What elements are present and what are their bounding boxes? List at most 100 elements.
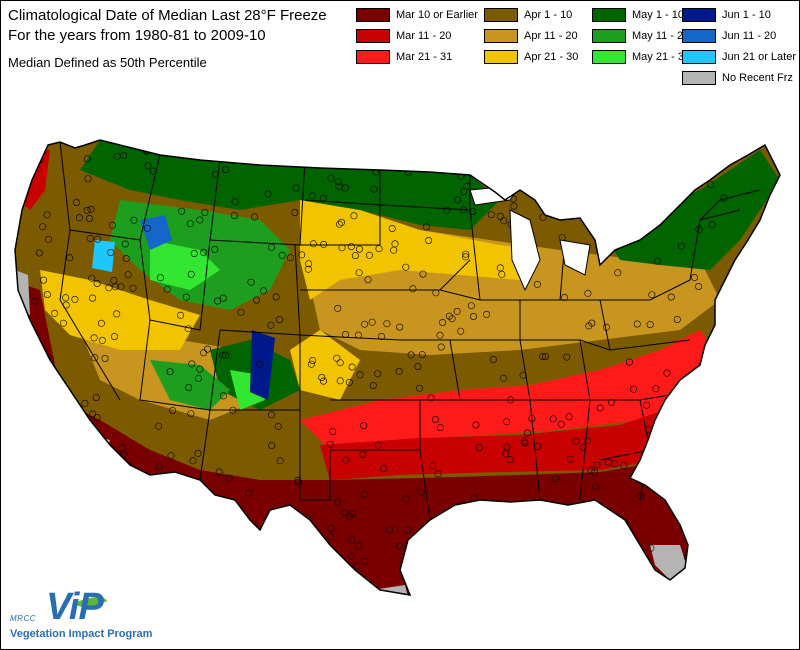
station-point	[318, 373, 326, 381]
legend-label: Jun 11 - 20	[722, 30, 777, 42]
station-point	[675, 507, 683, 515]
legend-swatch	[592, 29, 626, 43]
station-point	[305, 260, 313, 268]
station-point	[215, 468, 223, 476]
station-point	[262, 537, 270, 545]
zone-apr-21-30-plains	[300, 200, 540, 300]
legend-item: Mar 10 or Earlier	[356, 8, 478, 22]
station-point	[491, 532, 499, 540]
station-point	[167, 452, 175, 460]
station-point	[219, 392, 227, 400]
station-point	[615, 564, 623, 572]
station-point	[122, 255, 130, 263]
station-point	[86, 215, 94, 223]
station-point	[620, 461, 628, 469]
lake-michigan	[509, 209, 541, 292]
station-point	[334, 304, 342, 312]
station-point	[431, 415, 439, 423]
station-point	[378, 333, 386, 341]
station-point	[39, 276, 47, 284]
station-point	[84, 175, 92, 183]
legend-item: Apr 11 - 20	[484, 29, 578, 43]
station-point	[93, 413, 101, 421]
legend-item: Apr 1 - 10	[484, 8, 572, 22]
station-point	[304, 265, 312, 273]
station-point	[110, 277, 118, 285]
station-point	[475, 444, 483, 452]
station-point	[611, 460, 619, 468]
station-point	[541, 353, 549, 361]
station-point	[460, 188, 468, 196]
station-point	[440, 147, 448, 155]
station-point	[563, 353, 571, 361]
station-point	[211, 245, 219, 253]
station-point	[335, 182, 343, 190]
station-point	[188, 360, 196, 368]
station-point	[88, 274, 96, 282]
station-point	[370, 185, 378, 193]
station-point	[418, 351, 426, 359]
station-point	[704, 521, 712, 529]
station-point	[539, 213, 547, 221]
logo-program: Vegetation Impact Program	[10, 628, 153, 640]
station-point	[476, 540, 484, 548]
station-point	[309, 240, 317, 248]
station-point	[237, 308, 245, 316]
station-point	[222, 166, 230, 174]
legend-swatch	[356, 50, 390, 64]
station-point	[596, 404, 604, 412]
station-point	[486, 178, 494, 186]
station-point	[246, 155, 254, 163]
station-point	[113, 152, 121, 160]
station-point	[608, 398, 616, 406]
station-point	[469, 208, 477, 216]
station-point	[348, 510, 356, 518]
map-definition: Median Defined as 50th Percentile	[8, 55, 207, 70]
station-point	[89, 294, 97, 302]
station-point	[105, 284, 113, 292]
station-point	[506, 456, 514, 464]
station-point	[402, 263, 410, 271]
station-point	[309, 356, 317, 364]
station-point	[500, 536, 508, 544]
station-point	[110, 524, 118, 532]
station-point	[336, 359, 344, 367]
station-point	[347, 552, 355, 560]
station-point	[469, 313, 477, 321]
station-point	[396, 323, 404, 331]
station-point	[195, 374, 203, 382]
station-point	[360, 490, 368, 498]
station-point	[353, 562, 361, 570]
station-point	[415, 384, 423, 392]
station-point	[699, 402, 707, 410]
station-point	[500, 186, 508, 194]
station-point	[44, 235, 52, 243]
station-point	[489, 355, 497, 363]
station-point	[427, 394, 435, 402]
station-point	[219, 351, 227, 359]
station-point	[519, 152, 527, 160]
station-point	[391, 240, 399, 248]
station-point	[539, 353, 547, 361]
station-point	[81, 399, 89, 407]
station-point	[584, 289, 592, 297]
station-point	[351, 252, 359, 260]
station-point	[182, 293, 190, 301]
station-point	[355, 245, 363, 253]
station-point	[50, 496, 58, 504]
station-point	[646, 321, 654, 329]
station-point	[51, 309, 59, 317]
station-point	[604, 458, 612, 466]
legend-label: Apr 1 - 10	[524, 9, 573, 21]
station-point	[93, 280, 101, 288]
station-point	[90, 334, 98, 342]
legend-item: Jun 1 - 10	[682, 8, 771, 22]
station-point	[26, 351, 34, 359]
station-point	[110, 501, 118, 509]
station-point	[268, 442, 276, 450]
station-point	[185, 383, 193, 391]
station-point	[453, 307, 461, 315]
station-point	[443, 206, 451, 214]
station-point	[408, 562, 416, 570]
station-point	[368, 318, 376, 326]
